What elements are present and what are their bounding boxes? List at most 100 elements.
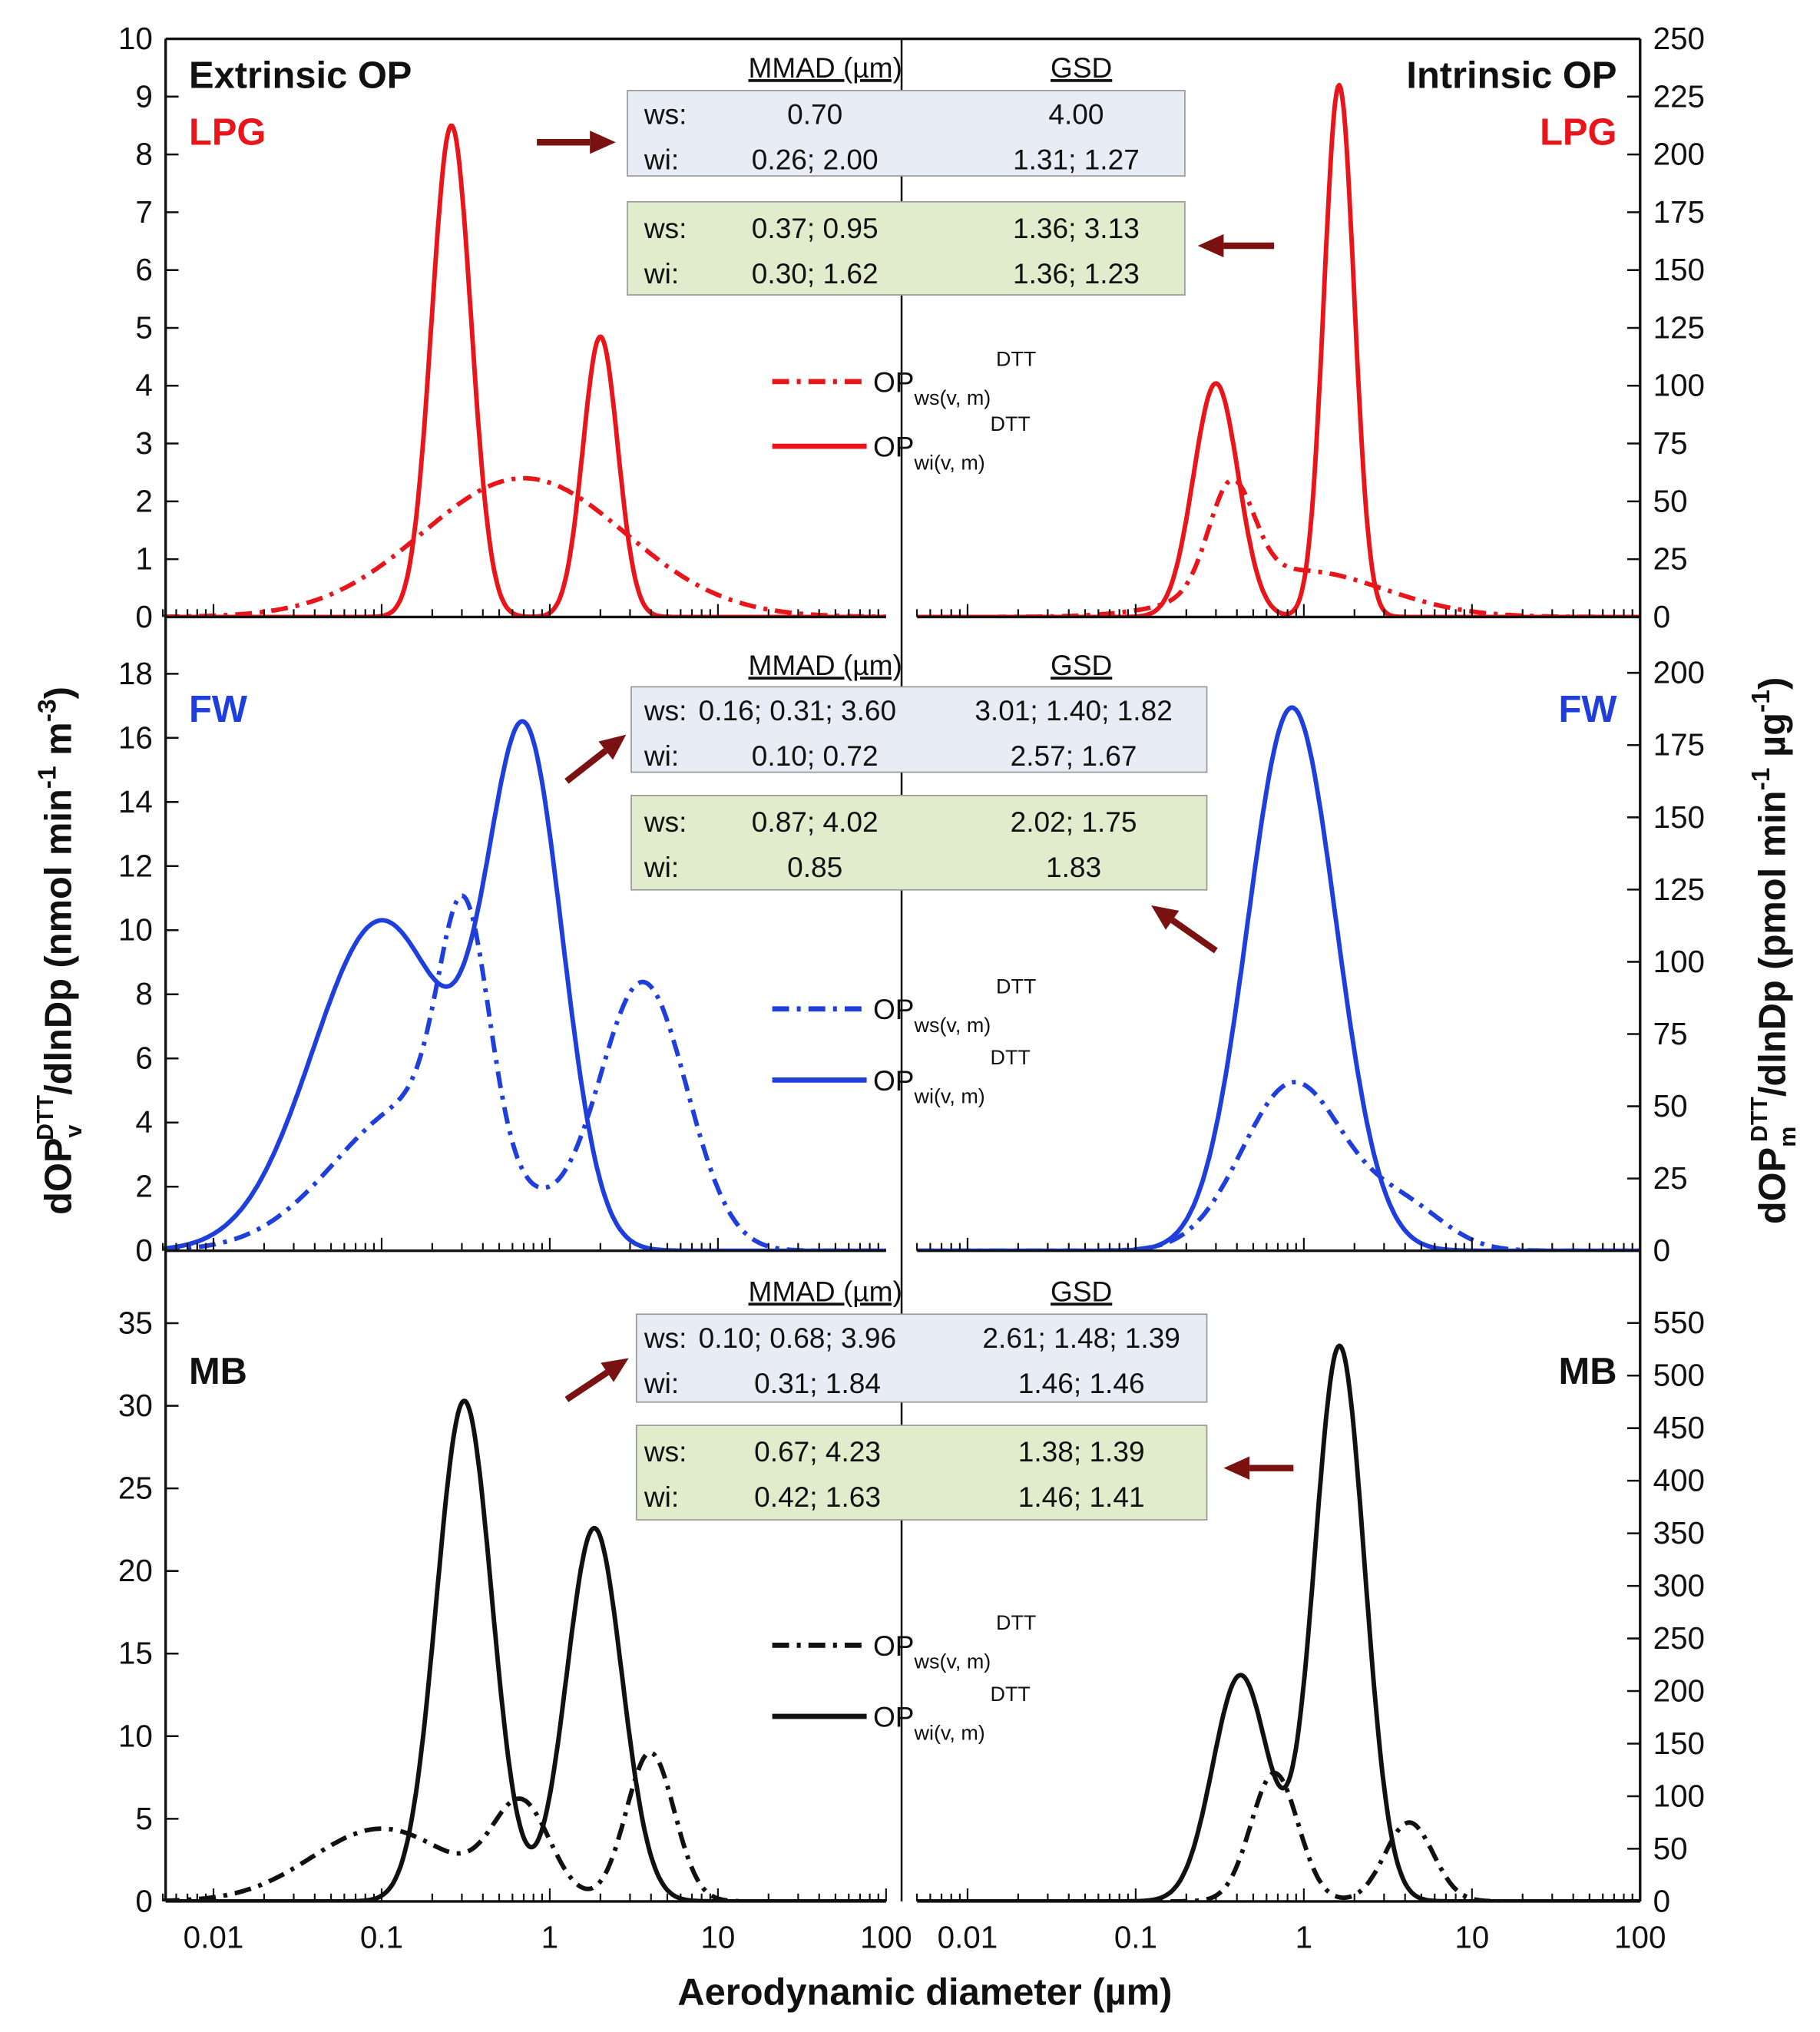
x-tick-label: 0.01 xyxy=(938,1920,998,1955)
mmad-value: 0.10; 0.72 xyxy=(752,740,879,772)
legend-op: OP xyxy=(873,1701,915,1733)
y-title-part: /dlnDp (nmol min xyxy=(38,789,80,1095)
y-title-part: µg xyxy=(1752,713,1793,768)
title-intrinsic: Intrinsic OP xyxy=(1406,55,1616,97)
y-tick-label: 350 xyxy=(1653,1515,1705,1550)
stats-table-mb: MMAD (µm) GSD ws: 0.10; 0.68; 3.96 2.61; 1.4… xyxy=(635,1275,1208,1521)
y-tick-label: 9 xyxy=(135,78,152,114)
gsd-value: 2.57; 1.67 xyxy=(1011,740,1137,772)
legend-sub: ws(v, m) xyxy=(914,1650,991,1673)
gsd-value: 1.46; 1.46 xyxy=(1018,1367,1145,1399)
stats-table-lpg: MMAD (µm) GSD ws: 0.70 4.00 wi: 0.26; 2.00 1.31… xyxy=(627,51,1186,296)
y-tick-label: 15 xyxy=(118,1636,153,1671)
y-tick-label: 6 xyxy=(135,252,152,287)
plot-fw-extrinsic xyxy=(163,719,886,1251)
panel-label-mb: MB xyxy=(1559,1351,1617,1392)
mmad-value: 0.31; 1.84 xyxy=(754,1367,881,1399)
y-title-part: DTT xyxy=(1747,1097,1772,1142)
legend-label-wi: OPwi(v, m) DTT xyxy=(873,1046,1031,1108)
table-box-intrinsic xyxy=(627,200,1186,296)
series-line-wi xyxy=(163,719,886,1251)
y-tick-label: 200 xyxy=(1653,655,1705,690)
legend-sup: DTT xyxy=(996,348,1036,371)
y-tick-label: 75 xyxy=(1653,425,1688,461)
panel-label-fw: FW xyxy=(189,689,248,730)
header-mmad: MMAD (µm) xyxy=(749,1275,902,1307)
gsd-value: 2.61; 1.48; 1.39 xyxy=(982,1322,1180,1354)
arrow-icon xyxy=(1197,233,1275,258)
table-box-extrinsic xyxy=(630,686,1208,773)
table-box-intrinsic xyxy=(635,1425,1208,1521)
mmad-value: 0.16; 0.31; 3.60 xyxy=(699,694,896,726)
header-mmad: MMAD (µm) xyxy=(749,649,902,681)
header-gsd: GSD xyxy=(1051,1275,1112,1307)
y-tick-label: 0 xyxy=(135,1883,152,1918)
arrow-icon xyxy=(564,1358,629,1402)
y-tick-label: 100 xyxy=(1653,1778,1705,1813)
y-tick-label: 18 xyxy=(118,656,153,691)
y-tick-label: 10 xyxy=(118,21,153,56)
row-label: ws: xyxy=(644,1435,687,1468)
y-tick-label: 25 xyxy=(118,1471,153,1506)
y-tick-label: 200 xyxy=(1653,1673,1705,1708)
arrow-icon xyxy=(1223,1456,1294,1480)
mmad-value: 0.26; 2.00 xyxy=(752,144,879,176)
mmad-value: 0.30; 1.62 xyxy=(752,257,879,290)
y-title-part: m xyxy=(1775,1127,1801,1147)
y-tick-label: 500 xyxy=(1653,1358,1705,1393)
table-box-intrinsic xyxy=(630,794,1208,891)
legend-sup: DTT xyxy=(991,412,1031,435)
gsd-value: 4.00 xyxy=(1048,98,1104,131)
legend-sup: DTT xyxy=(991,1683,1031,1706)
y-tick-label: 5 xyxy=(135,1801,152,1836)
series-line-ws xyxy=(163,475,886,617)
y-tick-label: 100 xyxy=(1653,368,1705,403)
legend-op: OP xyxy=(873,993,915,1025)
x-tick-label: 0.1 xyxy=(1114,1920,1157,1955)
panel-label-mb: MB xyxy=(189,1351,247,1392)
y-tick-label: 4 xyxy=(135,1104,152,1140)
y-title-part: -1 xyxy=(34,766,62,789)
y-tick-label: 8 xyxy=(135,976,152,1011)
y-tick-label: 50 xyxy=(1653,1831,1688,1866)
y-title-part: DTT xyxy=(33,1094,58,1140)
mmad-value: 0.10; 0.68; 3.96 xyxy=(699,1322,896,1354)
row-label: ws: xyxy=(644,98,687,131)
y-title-part: dOP xyxy=(38,1137,80,1214)
y-tick-label: 35 xyxy=(118,1305,153,1340)
y-tick-label: 4 xyxy=(135,368,152,403)
y-tick-label: 0 xyxy=(135,1233,152,1268)
title-extrinsic: Extrinsic OP xyxy=(189,55,412,97)
arrow-icon xyxy=(537,131,616,154)
plot-mb-extrinsic xyxy=(163,1398,886,1901)
legend-sup: DTT xyxy=(996,975,1036,998)
gsd-value: 1.31; 1.27 xyxy=(1013,144,1140,176)
series-line-ws xyxy=(917,1080,1640,1251)
panel-label-lpg: LPG xyxy=(1540,112,1616,154)
series-line-wi xyxy=(917,1343,1640,1901)
x-tick-label: 100 xyxy=(860,1920,912,1955)
mmad-value: 0.70 xyxy=(787,98,842,131)
table-box-extrinsic xyxy=(635,1313,1208,1403)
y-tick-label: 5 xyxy=(135,309,152,345)
y-tick-label: 25 xyxy=(1653,1160,1688,1196)
legend-sub: wi(v, m) xyxy=(914,1085,985,1108)
y-tick-label: 450 xyxy=(1653,1410,1705,1445)
y-tick-label: 16 xyxy=(118,720,153,755)
arrow-icon xyxy=(564,734,627,784)
legend-label-ws: OPws(v, m)DTT xyxy=(873,348,1036,410)
legend-label-ws: OPws(v, m)DTT xyxy=(873,1611,1036,1673)
header-mmad: MMAD (µm) xyxy=(749,51,902,84)
y-title-part: dOP xyxy=(1752,1147,1793,1224)
y-tick-label: 0 xyxy=(1653,599,1670,634)
y-title-part: ) xyxy=(1752,677,1793,690)
y-title-part: m xyxy=(38,722,80,766)
mmad-value: 0.67; 4.23 xyxy=(754,1435,881,1468)
y-axis-title-right: dOPmDTT/dlnDp (pmol min-1 µg-1) xyxy=(1747,677,1801,1224)
table-box-extrinsic xyxy=(627,90,1186,177)
y-tick-label: 150 xyxy=(1653,252,1705,287)
y-tick-label: 30 xyxy=(118,1388,153,1423)
y-tick-label: 14 xyxy=(118,784,153,819)
legend-label-wi: OPwi(v, m) DTT xyxy=(873,412,1031,475)
